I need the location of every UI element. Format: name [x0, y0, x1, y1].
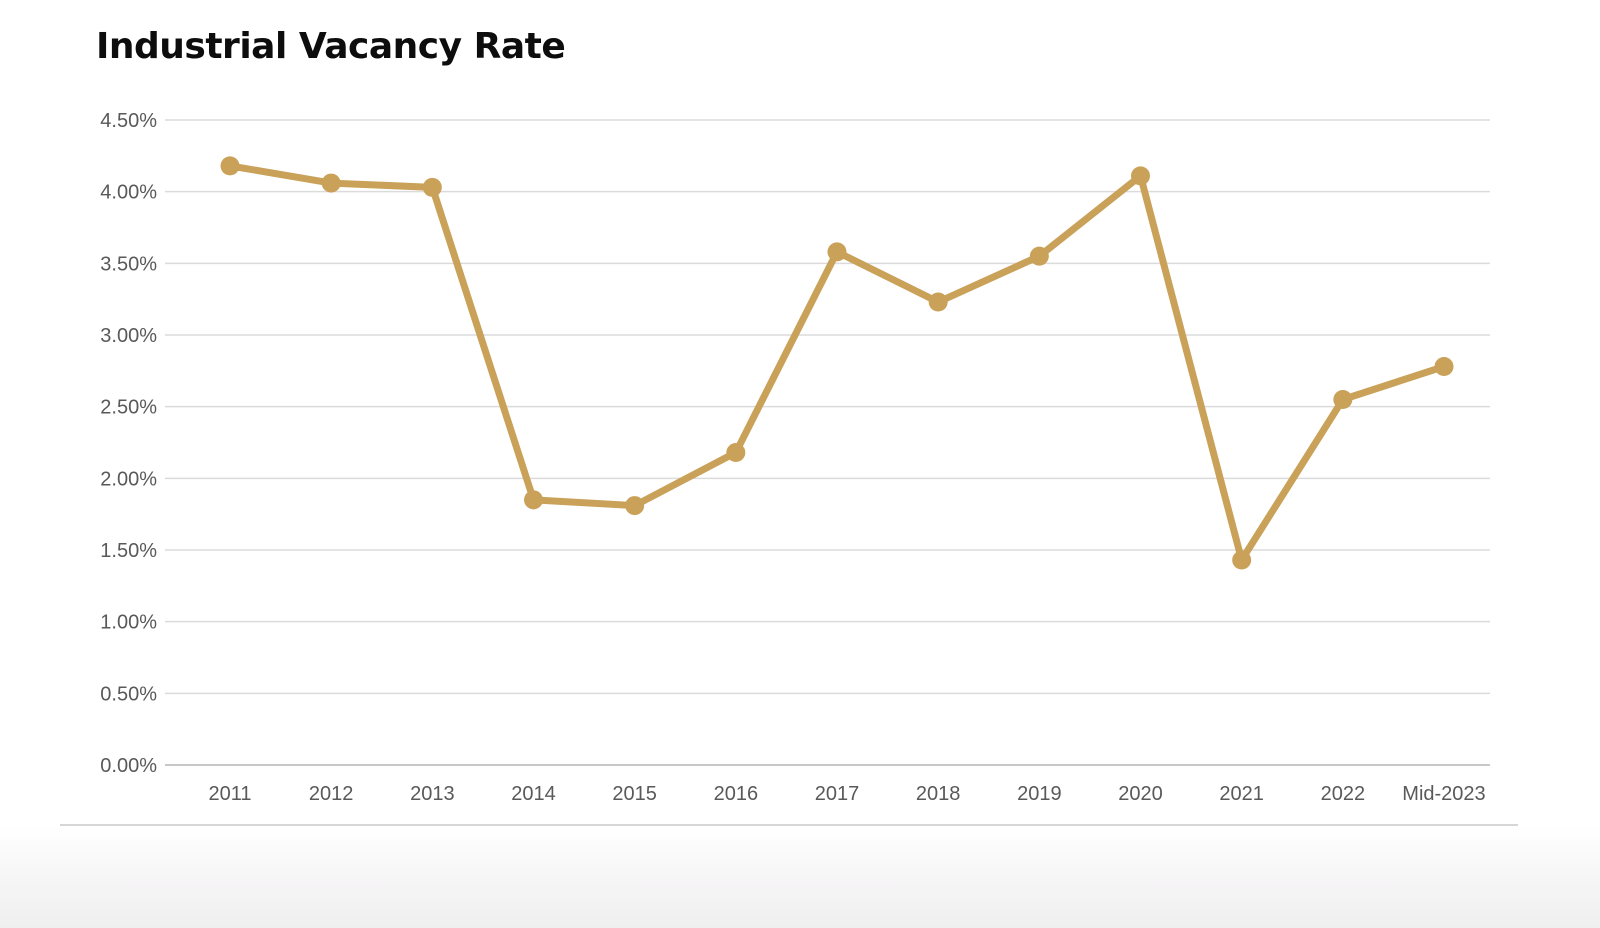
data-point-2017 — [827, 242, 847, 262]
data-point-2016 — [726, 443, 746, 463]
data-point-2021 — [1232, 550, 1252, 570]
x-axis-tick-label: 2021 — [1219, 783, 1264, 805]
y-axis-tick-label: 2.00% — [100, 468, 157, 490]
x-axis-tick-label: 2018 — [916, 783, 961, 805]
x-axis-tick-label: 2022 — [1321, 783, 1366, 805]
x-axis-tick-label: 2012 — [309, 783, 354, 805]
x-axis-tick-label: Mid-2023 — [1402, 783, 1485, 805]
data-point-2020 — [1131, 166, 1150, 186]
x-axis-tick-label: 2014 — [511, 783, 556, 805]
y-axis-tick-label: 4.00% — [100, 182, 157, 204]
x-axis-tick-label: 2017 — [815, 783, 860, 805]
x-axis-tick-label: 2016 — [714, 783, 759, 805]
x-axis-tick-label: 2011 — [208, 783, 251, 805]
data-point-2013 — [422, 177, 442, 197]
data-point-2019 — [1029, 246, 1049, 266]
data-point-Mid-2023 — [1434, 357, 1454, 377]
data-point-2011 — [220, 156, 240, 176]
data-point-2015 — [625, 496, 645, 516]
chart-title: Industrial Vacancy Rate — [96, 26, 566, 67]
data-point-2014 — [524, 490, 543, 510]
x-axis-tick-label: 2013 — [410, 783, 455, 805]
y-axis-tick-label: 0.50% — [100, 683, 157, 705]
x-axis-tick-label: 2020 — [1118, 783, 1163, 805]
bottom-divider — [60, 824, 1518, 826]
y-axis-tick-label: 0.00% — [100, 755, 157, 777]
y-axis-tick-label: 1.50% — [100, 540, 157, 562]
data-point-2018 — [928, 292, 948, 312]
series-line — [226, 162, 1448, 564]
data-point-2022 — [1333, 390, 1353, 409]
y-axis-tick-label: 1.00% — [100, 612, 157, 634]
y-axis-tick-label: 3.00% — [100, 325, 157, 347]
x-axis-tick-label: 2015 — [612, 783, 657, 805]
footer-area — [0, 827, 1600, 928]
y-axis-tick-label: 3.50% — [100, 253, 157, 275]
data-point-2012 — [321, 173, 341, 193]
x-axis-tick-label: 2019 — [1017, 783, 1062, 805]
y-axis-tick-label: 2.50% — [100, 397, 157, 419]
y-axis-tick-label: 4.50% — [100, 110, 157, 132]
